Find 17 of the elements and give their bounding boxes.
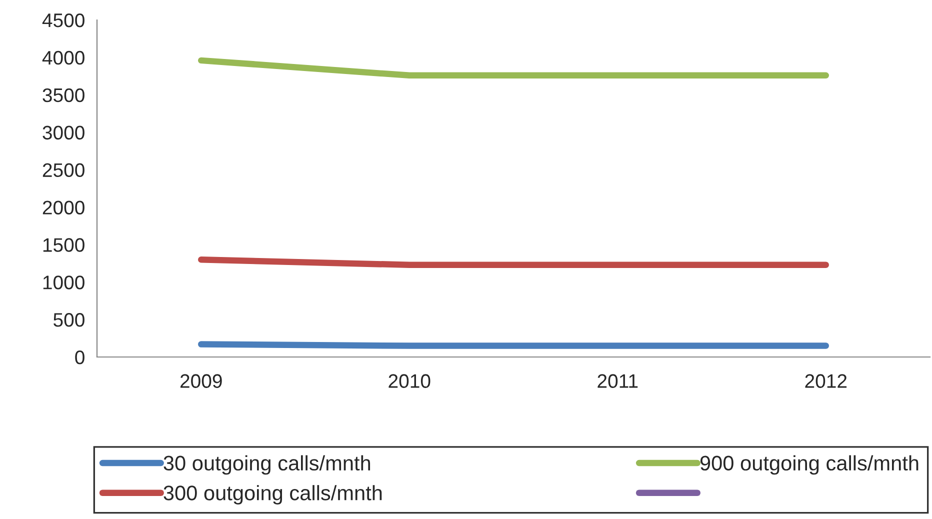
y-tick-label: 2000 — [42, 200, 84, 214]
y-tick-label: 3500 — [42, 88, 84, 102]
y-tick-label: 3000 — [42, 126, 84, 140]
x-tick-label: 2009 — [180, 374, 222, 388]
x-tick-label: 2012 — [805, 374, 847, 388]
legend-label: 300 outgoing calls/mnth — [164, 485, 382, 504]
y-tick-label: 4000 — [42, 50, 84, 65]
y-tick-label: 500 — [54, 313, 84, 327]
y-tick-label: 0 — [75, 350, 84, 364]
y-tick-label: 4500 — [42, 13, 84, 28]
y-tick-label: 1500 — [43, 238, 84, 252]
legend-label: 30 outgoing calls/mnth — [164, 455, 370, 475]
x-tick-label: 2011 — [598, 374, 638, 388]
legend-label: 900 outgoing calls/mnth — [700, 455, 918, 475]
y-tick-label: 2500 — [42, 163, 84, 178]
x-tick-label: 2010 — [388, 374, 430, 388]
y-tick-label: 1000 — [43, 276, 84, 290]
